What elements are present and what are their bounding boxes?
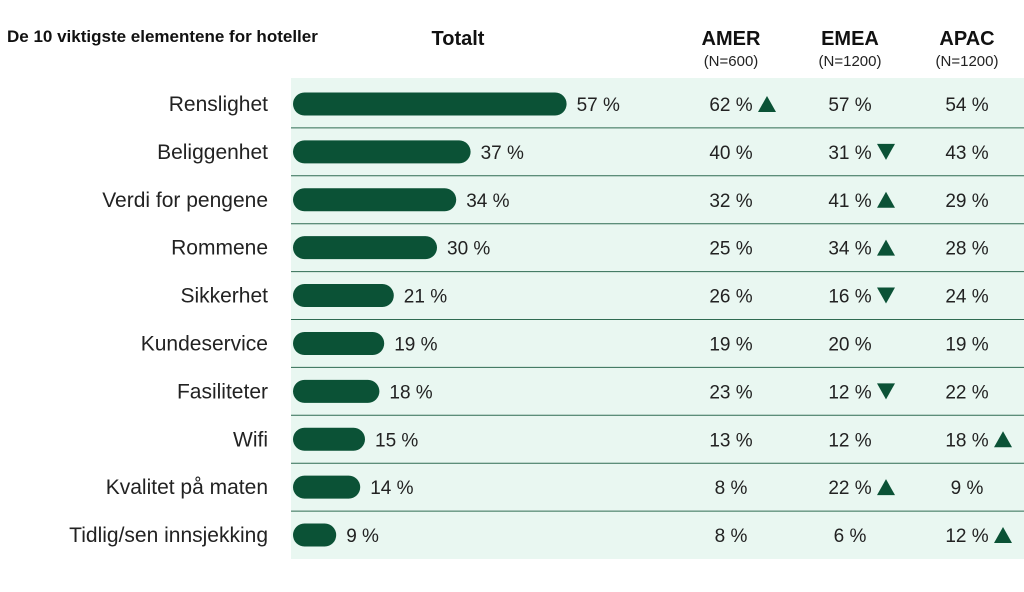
- bar-total: [293, 140, 471, 164]
- bar-total: [293, 188, 457, 212]
- triangle-up-icon: [877, 479, 895, 496]
- category-label: Fasiliteter: [177, 380, 268, 403]
- value-emea: 41 %: [828, 191, 871, 212]
- value-emea: 12 %: [828, 430, 871, 451]
- value-emea: 16 %: [828, 287, 871, 308]
- value-apac: 9 %: [951, 478, 984, 499]
- chart-title: De 10 viktigste elementene for hoteller: [7, 27, 318, 46]
- value-amer: 26 %: [709, 287, 752, 308]
- data-label-total: 57 %: [577, 95, 620, 116]
- column-subheader-amer: (N=600): [704, 53, 759, 70]
- value-apac: 12 %: [945, 526, 988, 547]
- category-label: Rommene: [171, 237, 268, 260]
- triangle-up-icon: [877, 191, 895, 208]
- value-amer: 32 %: [709, 191, 752, 212]
- data-label-total: 19 %: [394, 334, 437, 355]
- value-emea: 34 %: [828, 239, 871, 260]
- data-label-total: 21 %: [404, 287, 447, 308]
- value-amer: 25 %: [709, 239, 752, 260]
- column-header-apac: APAC: [939, 28, 994, 50]
- category-label: Beliggenhet: [157, 141, 268, 164]
- value-amer: 40 %: [709, 143, 752, 164]
- value-emea: 12 %: [828, 382, 871, 403]
- column-header-amer: AMER: [702, 28, 761, 50]
- data-label-total: 15 %: [375, 430, 418, 451]
- bar-total: [293, 92, 567, 116]
- value-emea: 6 %: [834, 526, 867, 547]
- value-amer: 19 %: [709, 334, 752, 355]
- table-rows: Renslighet 57 % 62 % 57 % 54 % Beliggenhet 37 …: [69, 92, 1012, 547]
- column-header-emea: EMEA: [821, 28, 879, 50]
- value-apac: 22 %: [945, 382, 988, 403]
- value-apac: 24 %: [945, 287, 988, 308]
- bar-total: [293, 475, 361, 499]
- value-amer: 23 %: [709, 382, 752, 403]
- value-amer: 8 %: [715, 478, 748, 499]
- column-header-total: Totalt: [432, 28, 485, 50]
- value-apac: 43 %: [945, 143, 988, 164]
- value-apac: 28 %: [945, 239, 988, 260]
- category-label: Tidlig/sen innsjekking: [69, 524, 268, 547]
- category-label: Kundeservice: [141, 332, 268, 355]
- triangle-up-icon: [994, 431, 1012, 448]
- value-apac: 29 %: [945, 191, 988, 212]
- column-subheader-emea: (N=1200): [819, 53, 882, 70]
- bar-total: [293, 331, 385, 355]
- category-label: Wifi: [233, 428, 268, 451]
- triangle-up-icon: [877, 239, 895, 256]
- column-subheader-apac: (N=1200): [936, 53, 999, 70]
- row-dividers: [291, 127, 1024, 512]
- data-label-total: 9 %: [346, 526, 379, 547]
- value-apac: 54 %: [945, 95, 988, 116]
- value-apac: 19 %: [945, 334, 988, 355]
- data-label-total: 30 %: [447, 239, 490, 260]
- bar-total: [293, 427, 365, 451]
- triangle-down-icon: [877, 143, 895, 160]
- data-label-total: 14 %: [370, 478, 413, 499]
- triangle-up-icon: [758, 95, 776, 112]
- category-label: Verdi for pengene: [102, 189, 268, 212]
- bar-total: [293, 379, 380, 403]
- data-label-total: 37 %: [481, 143, 524, 164]
- category-label: Kvalitet på maten: [106, 476, 268, 499]
- data-label-total: 18 %: [389, 382, 432, 403]
- value-emea: 20 %: [828, 334, 871, 355]
- data-label-total: 34 %: [466, 191, 509, 212]
- value-amer: 13 %: [709, 430, 752, 451]
- value-apac: 18 %: [945, 430, 988, 451]
- category-label: Sikkerhet: [180, 285, 268, 308]
- category-label: Renslighet: [169, 93, 268, 116]
- triangle-down-icon: [877, 287, 895, 304]
- value-emea: 22 %: [828, 478, 871, 499]
- value-emea: 57 %: [828, 95, 871, 116]
- bar-total: [293, 284, 394, 308]
- bar-total: [293, 523, 337, 547]
- value-amer: 62 %: [709, 95, 752, 116]
- value-emea: 31 %: [828, 143, 871, 164]
- triangle-down-icon: [877, 383, 895, 400]
- bar-total: [293, 236, 437, 260]
- value-amer: 8 %: [715, 526, 748, 547]
- triangle-up-icon: [994, 527, 1012, 544]
